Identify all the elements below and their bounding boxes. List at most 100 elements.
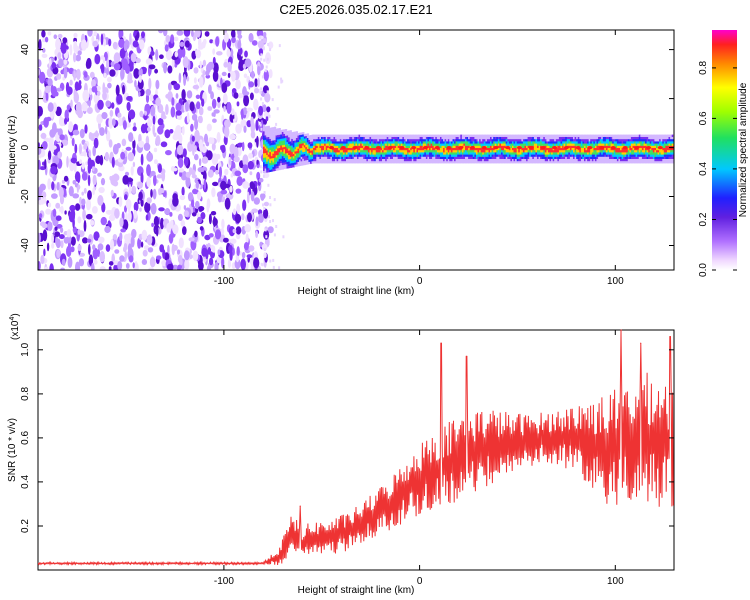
spectrogram-signal-cell bbox=[468, 145, 471, 148]
spectrogram-signal-cell bbox=[303, 140, 306, 143]
spectrogram-noise-cell bbox=[176, 30, 184, 36]
spectrogram-signal-cell bbox=[501, 150, 504, 153]
spectrogram-signal-cell bbox=[342, 152, 346, 155]
spectrogram-signal-cell bbox=[277, 146, 280, 149]
spectrogram-signal-cell bbox=[407, 143, 410, 146]
spectrogram-signal-cell bbox=[335, 154, 338, 157]
spectrogram-noise-cell bbox=[51, 181, 55, 191]
spectrogram-noise-cell bbox=[263, 207, 266, 210]
spectrogram-signal-cell bbox=[515, 139, 518, 142]
spectrogram-signal-cell bbox=[508, 134, 511, 137]
spectrogram-signal-cell bbox=[670, 152, 673, 155]
spectrogram-signal-cell bbox=[378, 150, 382, 153]
spectrogram-signal-cell bbox=[274, 148, 277, 152]
spectrogram-noise-cell bbox=[133, 122, 136, 127]
spectrogram-signal-cell bbox=[554, 161, 557, 164]
spectrogram-signal-cell bbox=[574, 161, 577, 164]
spectrogram-signal-cell bbox=[585, 158, 588, 162]
spectrogram-signal-cell bbox=[598, 134, 601, 137]
spectrogram-signal-cell bbox=[286, 130, 289, 134]
spectrogram-noise-cell bbox=[186, 90, 193, 99]
spectrogram-signal-cell bbox=[289, 158, 292, 162]
spectrogram-signal-cell bbox=[552, 143, 555, 146]
spectrogram-signal-cell bbox=[275, 157, 278, 160]
spectrogram-signal-cell bbox=[490, 154, 493, 157]
spectrogram-signal-cell bbox=[533, 134, 537, 137]
spectrogram-signal-cell bbox=[623, 150, 626, 153]
spectrogram-signal-cell bbox=[330, 150, 333, 153]
spectrogram-noise-cell bbox=[73, 32, 78, 39]
spectrogram-signal-cell bbox=[609, 145, 612, 148]
spectrogram-signal-cell bbox=[454, 161, 457, 164]
spectrogram-signal-cell bbox=[433, 139, 436, 142]
spectrogram-noise-cell bbox=[236, 203, 241, 214]
spectrogram-signal-cell bbox=[383, 141, 386, 144]
spectrogram-signal-cell bbox=[657, 152, 660, 155]
spectrogram-signal-cell bbox=[505, 154, 508, 157]
spectrogram-signal-cell bbox=[377, 143, 380, 146]
spectrogram-noise-cell bbox=[75, 203, 81, 211]
spectrogram-signal-cell bbox=[476, 141, 479, 144]
spectrogram-signal-cell bbox=[357, 141, 360, 144]
spectrogram-noise-cell bbox=[197, 216, 202, 224]
spectrogram-signal-cell bbox=[513, 139, 516, 142]
spectrogram-signal-cell bbox=[321, 145, 324, 148]
spectrogram-signal-cell bbox=[590, 143, 593, 146]
spectrogram-signal-cell bbox=[327, 136, 330, 140]
spectrogram-signal-cell bbox=[602, 161, 605, 164]
spectrogram-signal-cell bbox=[651, 154, 654, 157]
spectrogram-signal-cell bbox=[280, 163, 283, 166]
spectrogram-signal-cell bbox=[621, 154, 624, 157]
spectrogram-signal-cell bbox=[596, 152, 599, 155]
spectrogram-signal-cell bbox=[512, 139, 515, 142]
spectrogram-signal-cell bbox=[554, 154, 557, 157]
spectrogram-signal-cell bbox=[281, 140, 284, 143]
spectrogram-noise-cell bbox=[172, 224, 179, 235]
spectrogram-noise-cell bbox=[158, 187, 165, 194]
spectrogram-signal-cell bbox=[291, 160, 294, 164]
spectrogram-signal-cell bbox=[425, 154, 429, 157]
spectrogram-signal-cell bbox=[339, 141, 342, 144]
spectrogram-noise-cell bbox=[264, 111, 270, 118]
spectrogram-signal-cell bbox=[357, 161, 360, 164]
spectrogram-signal-cell bbox=[566, 136, 569, 140]
spectrogram-noise-cell bbox=[71, 137, 75, 147]
spectrogram-signal-cell bbox=[324, 145, 327, 148]
spectrogram-signal-cell bbox=[474, 158, 477, 162]
spectrogram-signal-cell bbox=[314, 152, 317, 155]
spectrogram-noise-cell bbox=[259, 241, 263, 248]
spectrogram-signal-cell bbox=[490, 147, 493, 151]
spectrogram-signal-cell bbox=[640, 141, 643, 144]
spectrogram-signal-cell bbox=[490, 161, 493, 164]
spectrogram-noise-cell bbox=[103, 72, 107, 79]
spectrogram-signal-cell bbox=[336, 141, 339, 144]
spectrogram-signal-cell bbox=[665, 147, 668, 151]
spectrogram-signal-cell bbox=[576, 150, 579, 153]
spectrogram-signal-cell bbox=[584, 145, 587, 148]
spectrogram-signal-cell bbox=[601, 152, 604, 155]
spectrogram-signal-cell bbox=[513, 150, 516, 153]
spectrogram-signal-cell bbox=[377, 158, 380, 162]
spectrogram-signal-cell bbox=[574, 156, 577, 159]
spectrogram-noise-cell bbox=[232, 228, 237, 234]
spectrogram-noise-cell bbox=[253, 98, 259, 111]
spectrogram-signal-cell bbox=[446, 139, 449, 142]
spectrogram-noise-cell bbox=[141, 31, 145, 39]
spectrogram-signal-cell bbox=[624, 141, 627, 144]
spectrogram-signal-cell bbox=[512, 154, 515, 157]
spectrogram-signal-cell bbox=[501, 158, 504, 162]
spectrogram-signal-cell bbox=[294, 140, 297, 143]
spectrogram-signal-cell bbox=[527, 156, 530, 159]
spectrogram-signal-cell bbox=[504, 161, 507, 164]
spectrogram-signal-cell bbox=[510, 139, 513, 142]
spectrogram-signal-cell bbox=[272, 164, 275, 167]
spectrogram-signal-cell bbox=[560, 154, 563, 157]
spectrogram-signal-cell bbox=[277, 161, 280, 164]
spectrogram-signal-cell bbox=[574, 141, 577, 144]
spectrogram-signal-cell bbox=[319, 147, 322, 151]
spectrogram-signal-cell bbox=[560, 134, 563, 137]
spectrogram-signal-cell bbox=[548, 143, 551, 146]
spectrogram-noise-cell bbox=[167, 244, 170, 255]
spectrogram-noise-cell bbox=[165, 150, 172, 156]
spectrogram-signal-cell bbox=[497, 161, 501, 164]
